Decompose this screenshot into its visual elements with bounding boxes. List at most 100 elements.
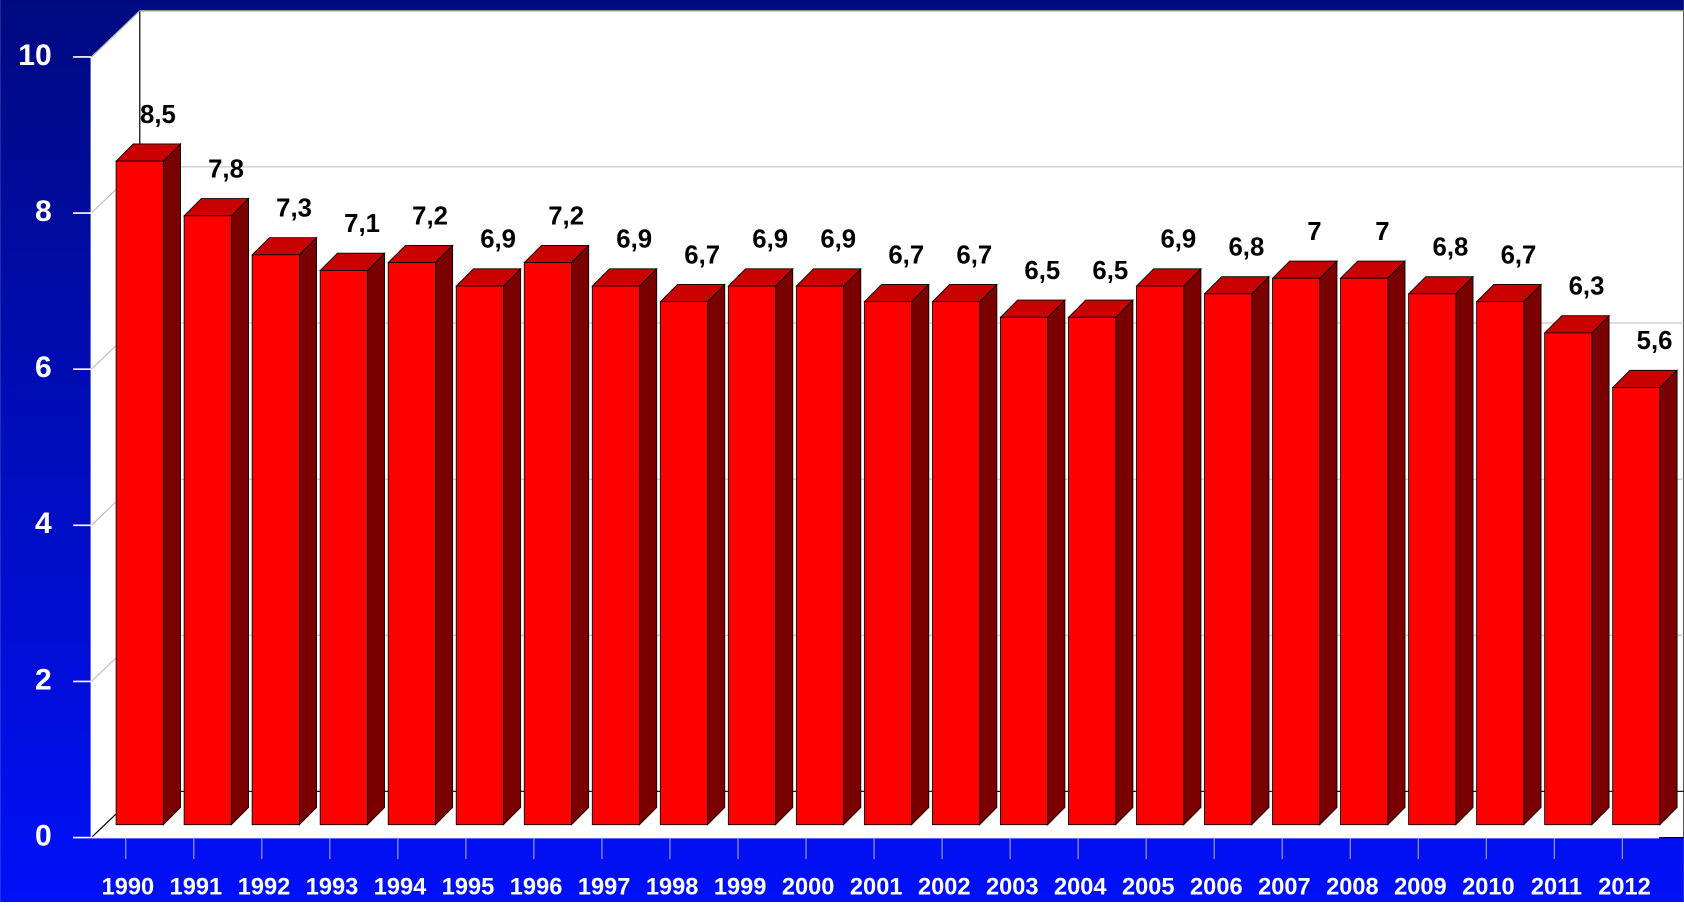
data-label: 6,8: [1433, 234, 1469, 262]
x-tick-label: 2000: [782, 874, 835, 900]
bar: [251, 254, 300, 826]
data-label: 6,7: [956, 241, 992, 269]
bar: [1476, 301, 1525, 826]
data-label: 6,5: [1092, 257, 1128, 285]
bar: [1272, 277, 1321, 826]
data-label: 6,3: [1569, 273, 1605, 301]
data-label: 7,2: [412, 202, 448, 230]
bar-side: [1319, 260, 1338, 826]
bar-side: [707, 283, 726, 826]
bar: [1544, 332, 1593, 826]
y-tick-label: 2: [35, 663, 52, 696]
x-tick-label: 1996: [510, 874, 563, 900]
y-tick-label: 0: [35, 820, 52, 853]
data-label: 7: [1375, 218, 1389, 246]
bar: [1068, 316, 1117, 826]
bar: [1204, 293, 1253, 826]
x-tick-label: 1995: [442, 874, 495, 900]
bar-side: [435, 244, 454, 826]
bar-side: [979, 283, 998, 826]
bar: [931, 301, 981, 826]
x-tick-label: 2004: [1054, 874, 1107, 900]
bar: [1340, 277, 1389, 826]
bar-side: [230, 197, 249, 826]
bar-side: [775, 267, 794, 826]
bar: [795, 285, 845, 826]
bar-side: [298, 236, 318, 826]
x-tick-label: 2010: [1462, 874, 1515, 900]
bar-side: [1183, 267, 1202, 826]
data-label: 6,9: [820, 226, 856, 254]
bar-side: [571, 244, 590, 826]
data-label: 6,9: [752, 226, 788, 254]
data-label: 7,1: [344, 210, 380, 238]
x-tick-label: 1998: [646, 874, 699, 900]
x-tick-label: 2009: [1394, 874, 1447, 900]
bar: [387, 262, 436, 826]
bar: [863, 301, 913, 826]
x-tick-label: 2005: [1122, 874, 1175, 900]
bar-side: [367, 252, 386, 826]
bar: [1612, 387, 1661, 826]
data-label: 6,7: [684, 241, 720, 269]
data-label: 7,2: [548, 202, 584, 230]
bar-side: [843, 267, 862, 826]
bar-side: [1115, 299, 1134, 826]
x-tick-label: 1999: [714, 874, 767, 900]
bar-side: [1047, 299, 1066, 826]
bar: [115, 160, 164, 826]
x-tick-label: 1991: [170, 874, 223, 900]
data-label: 7,8: [208, 155, 244, 183]
data-label: 7,3: [276, 195, 312, 223]
x-tick-label: 2002: [918, 874, 971, 900]
bar-side: [503, 267, 522, 826]
x-tick-label: 2001: [850, 874, 903, 900]
bar: [727, 285, 777, 826]
bar-side: [1523, 283, 1542, 826]
bar: [1408, 293, 1457, 826]
bar: [1000, 316, 1049, 826]
bar-side: [1387, 260, 1406, 826]
y-tick-label: 10: [18, 39, 51, 72]
bar: [591, 285, 640, 826]
bar-side: [639, 267, 658, 826]
bar-side: [162, 142, 181, 826]
bar: [523, 262, 572, 826]
y-tick-label: 6: [35, 351, 52, 384]
x-tick-label: 1990: [102, 874, 155, 900]
bar: [319, 269, 368, 826]
data-label: 7: [1307, 218, 1321, 246]
y-tick-label: 8: [35, 195, 52, 228]
x-tick-label: 2006: [1190, 874, 1243, 900]
bar: [1136, 285, 1185, 826]
x-tick-label: 1994: [374, 874, 427, 900]
data-label: 6,9: [616, 226, 652, 254]
bar-side: [1659, 369, 1678, 826]
bar-side: [1455, 275, 1474, 826]
x-tick-label: 1993: [306, 874, 359, 900]
x-tick-label: 2007: [1258, 874, 1311, 900]
x-tick-label: 2003: [986, 874, 1039, 900]
data-label: 6,9: [1160, 226, 1196, 254]
data-label: 6,7: [888, 241, 924, 269]
bar-side: [911, 283, 930, 826]
bar: [659, 301, 708, 826]
bar: [183, 215, 232, 826]
x-tick-label: 2008: [1326, 874, 1379, 900]
data-label: 6,5: [1024, 257, 1060, 285]
grid-line: [91, 10, 141, 58]
x-tick-label: 2011: [1531, 874, 1582, 900]
x-tick-label: 1992: [238, 874, 291, 900]
data-label: 8,5: [140, 101, 176, 129]
data-label: 6,7: [1501, 241, 1537, 269]
data-label: 6,8: [1228, 234, 1264, 262]
x-tick-label: 2012: [1598, 874, 1651, 900]
bar-side: [1591, 314, 1610, 826]
data-label: 5,6: [1637, 327, 1673, 355]
x-tick-label: 1997: [578, 874, 631, 900]
bar-side: [1251, 275, 1270, 826]
data-label: 6,9: [480, 226, 516, 254]
bar: [455, 285, 504, 826]
y-tick-label: 4: [35, 507, 52, 540]
